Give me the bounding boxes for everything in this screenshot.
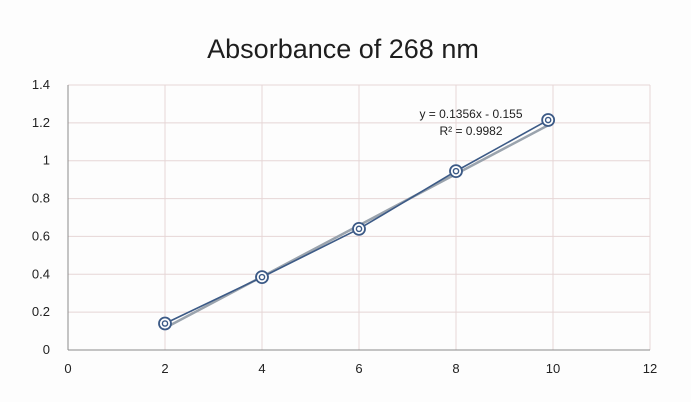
y-tick-label: 1.2: [32, 115, 50, 130]
data-point-center: [161, 320, 169, 327]
data-series: [158, 113, 556, 331]
y-tick-label: 1.4: [32, 77, 50, 92]
y-tick-label: 1: [43, 153, 50, 168]
x-tick-label: 12: [643, 361, 657, 376]
data-point: [449, 164, 463, 179]
data-point: [158, 316, 172, 331]
axes: [67, 85, 650, 351]
y-tick-label: 0.2: [32, 304, 50, 319]
y-tick-label: 0.6: [32, 228, 50, 243]
trendline-r-squared: R² = 0.9982: [439, 124, 502, 138]
series-line: [164, 119, 549, 325]
data-point-center: [258, 273, 266, 281]
data-point-center: [452, 167, 460, 175]
chart-title: Absorbance of 268 nm: [207, 34, 479, 64]
x-tick-label: 4: [258, 361, 265, 376]
x-tick-label: 8: [452, 361, 459, 376]
x-tick-label: 6: [355, 361, 362, 376]
x-tick-label: 0: [64, 361, 71, 376]
x-tick-label: 10: [546, 361, 560, 376]
y-tick-label: 0: [43, 342, 50, 357]
data-point-center: [544, 116, 552, 124]
x-tick-label: 2: [161, 361, 168, 376]
grid-lines: [68, 84, 651, 350]
trendline-equation: y = 0.1356x - 0.155: [419, 107, 522, 121]
data-point: [541, 113, 556, 127]
data-point: [255, 270, 269, 285]
data-point-center: [355, 225, 363, 233]
tick-labels: 0 0.2 0.4 0.6 0.8 1 1.2 1.4 0 2 4 6 8 10 12: [32, 77, 657, 376]
data-point: [352, 221, 366, 236]
y-tick-label: 0.4: [32, 266, 50, 281]
y-tick-label: 0.8: [32, 191, 50, 206]
